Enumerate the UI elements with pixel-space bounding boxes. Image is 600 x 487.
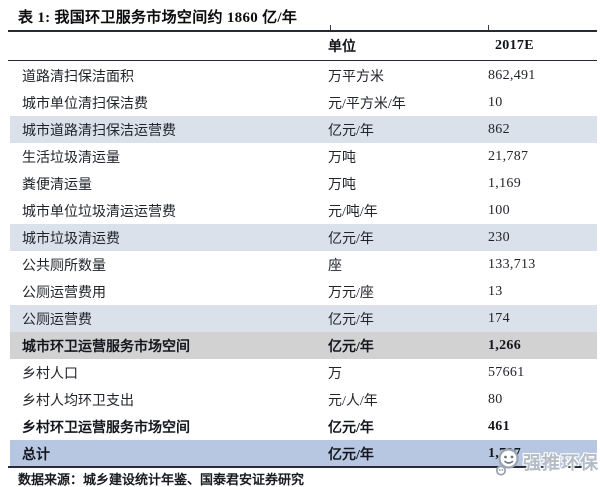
- table-bottom-border: [8, 466, 597, 468]
- row-label: 城市垃圾清运费: [22, 231, 120, 247]
- row-unit: 万吨: [328, 150, 356, 166]
- table-row-city-total: 城市环卫运营服务市场空间 亿元/年 1,266: [10, 332, 597, 359]
- table-row: 乡村人口 万 57661: [10, 359, 597, 386]
- row-value: 100: [488, 202, 510, 218]
- row-value: 13: [488, 283, 503, 299]
- row-unit: 万元/座: [328, 285, 374, 301]
- table-row-subtotal: 城市道路清扫保洁运营费 亿元/年 862: [10, 116, 597, 143]
- row-value: 21,787: [488, 148, 529, 164]
- data-source: 数据来源：城乡建设统计年鉴、国泰君安证券研究: [18, 472, 305, 487]
- row-unit: 元/人/年: [328, 393, 378, 409]
- row-unit: 元/吨/年: [328, 204, 378, 220]
- row-value: 10: [488, 94, 503, 110]
- header-year-column: 2017E: [495, 38, 534, 53]
- row-label: 公共厕所数量: [22, 258, 106, 274]
- row-unit: 亿元/年: [328, 420, 374, 436]
- row-unit: 亿元/年: [328, 312, 374, 328]
- table-row: 公共厕所数量 座 133,713: [10, 251, 597, 278]
- row-value: 57661: [488, 364, 525, 380]
- row-label: 公厕运营费用: [22, 285, 106, 301]
- row-value: 230: [488, 229, 510, 245]
- row-label: 乡村人均环卫支出: [22, 393, 134, 409]
- row-label: 乡村人口: [22, 366, 78, 382]
- row-value: 1,727: [488, 445, 521, 461]
- row-label: 总计: [22, 447, 50, 463]
- table-row-rural-total: 乡村环卫运营服务市场空间 亿元/年 461: [10, 413, 597, 440]
- table-row: 粪便清运量 万吨 1,169: [10, 170, 597, 197]
- row-unit: 万吨: [328, 177, 356, 193]
- column-divider-tick: [330, 25, 331, 30]
- row-label: 城市道路清扫保洁运营费: [22, 123, 176, 139]
- row-value: 174: [488, 310, 510, 326]
- table-row: 公厕运营费用 万元/座 13: [10, 278, 597, 305]
- column-divider-tick: [488, 25, 489, 30]
- row-value: 133,713: [488, 256, 536, 272]
- row-unit: 亿元/年: [328, 123, 374, 139]
- row-unit: 座: [328, 258, 342, 274]
- row-label: 生活垃圾清运量: [22, 150, 120, 166]
- table-row: 道路清扫保洁面积 万平方米 862,491: [10, 62, 597, 89]
- row-unit: 万: [328, 366, 342, 382]
- row-label: 城市环卫运营服务市场空间: [22, 339, 190, 355]
- table-row-grand-total: 总计 亿元/年 1,727: [10, 440, 597, 467]
- table-body: 道路清扫保洁面积 万平方米 862,491 城市单位清扫保洁费 元/平方米/年 …: [10, 62, 597, 467]
- row-unit: 亿元/年: [328, 447, 374, 463]
- header-divider: [8, 60, 597, 61]
- row-value: 1,266: [488, 337, 521, 353]
- table-row: 城市单位垃圾清运运营费 元/吨/年 100: [10, 197, 597, 224]
- row-label: 公厕运营费: [22, 312, 92, 328]
- row-value: 862: [488, 121, 510, 137]
- table-row: 城市单位清扫保洁费 元/平方米/年 10: [10, 89, 597, 116]
- row-unit: 元/平方米/年: [328, 96, 406, 112]
- row-label: 城市单位垃圾清运运营费: [22, 204, 176, 220]
- row-label: 城市单位清扫保洁费: [22, 96, 148, 112]
- row-label: 乡村环卫运营服务市场空间: [22, 420, 190, 436]
- row-label: 道路清扫保洁面积: [22, 69, 134, 85]
- table-top-border: [8, 30, 597, 32]
- row-value: 862,491: [488, 67, 536, 83]
- table-row: 乡村人均环卫支出 元/人/年 80: [10, 386, 597, 413]
- table-title: 表 1: 我国环卫服务市场空间约 1860 亿/年: [18, 10, 298, 26]
- row-value: 461: [488, 418, 510, 434]
- header-unit-column: 单位: [328, 40, 356, 55]
- table-header-row: 单位 2017E: [10, 33, 597, 59]
- row-unit: 万平方米: [328, 69, 384, 85]
- row-unit: 亿元/年: [328, 339, 374, 355]
- row-value: 1,169: [488, 175, 521, 191]
- row-unit: 亿元/年: [328, 231, 374, 247]
- table-row-subtotal: 城市垃圾清运费 亿元/年 230: [10, 224, 597, 251]
- table-row-subtotal: 公厕运营费 亿元/年 174: [10, 305, 597, 332]
- table-row: 生活垃圾清运量 万吨 21,787: [10, 143, 597, 170]
- row-value: 80: [488, 391, 503, 407]
- row-label: 粪便清运量: [22, 177, 92, 193]
